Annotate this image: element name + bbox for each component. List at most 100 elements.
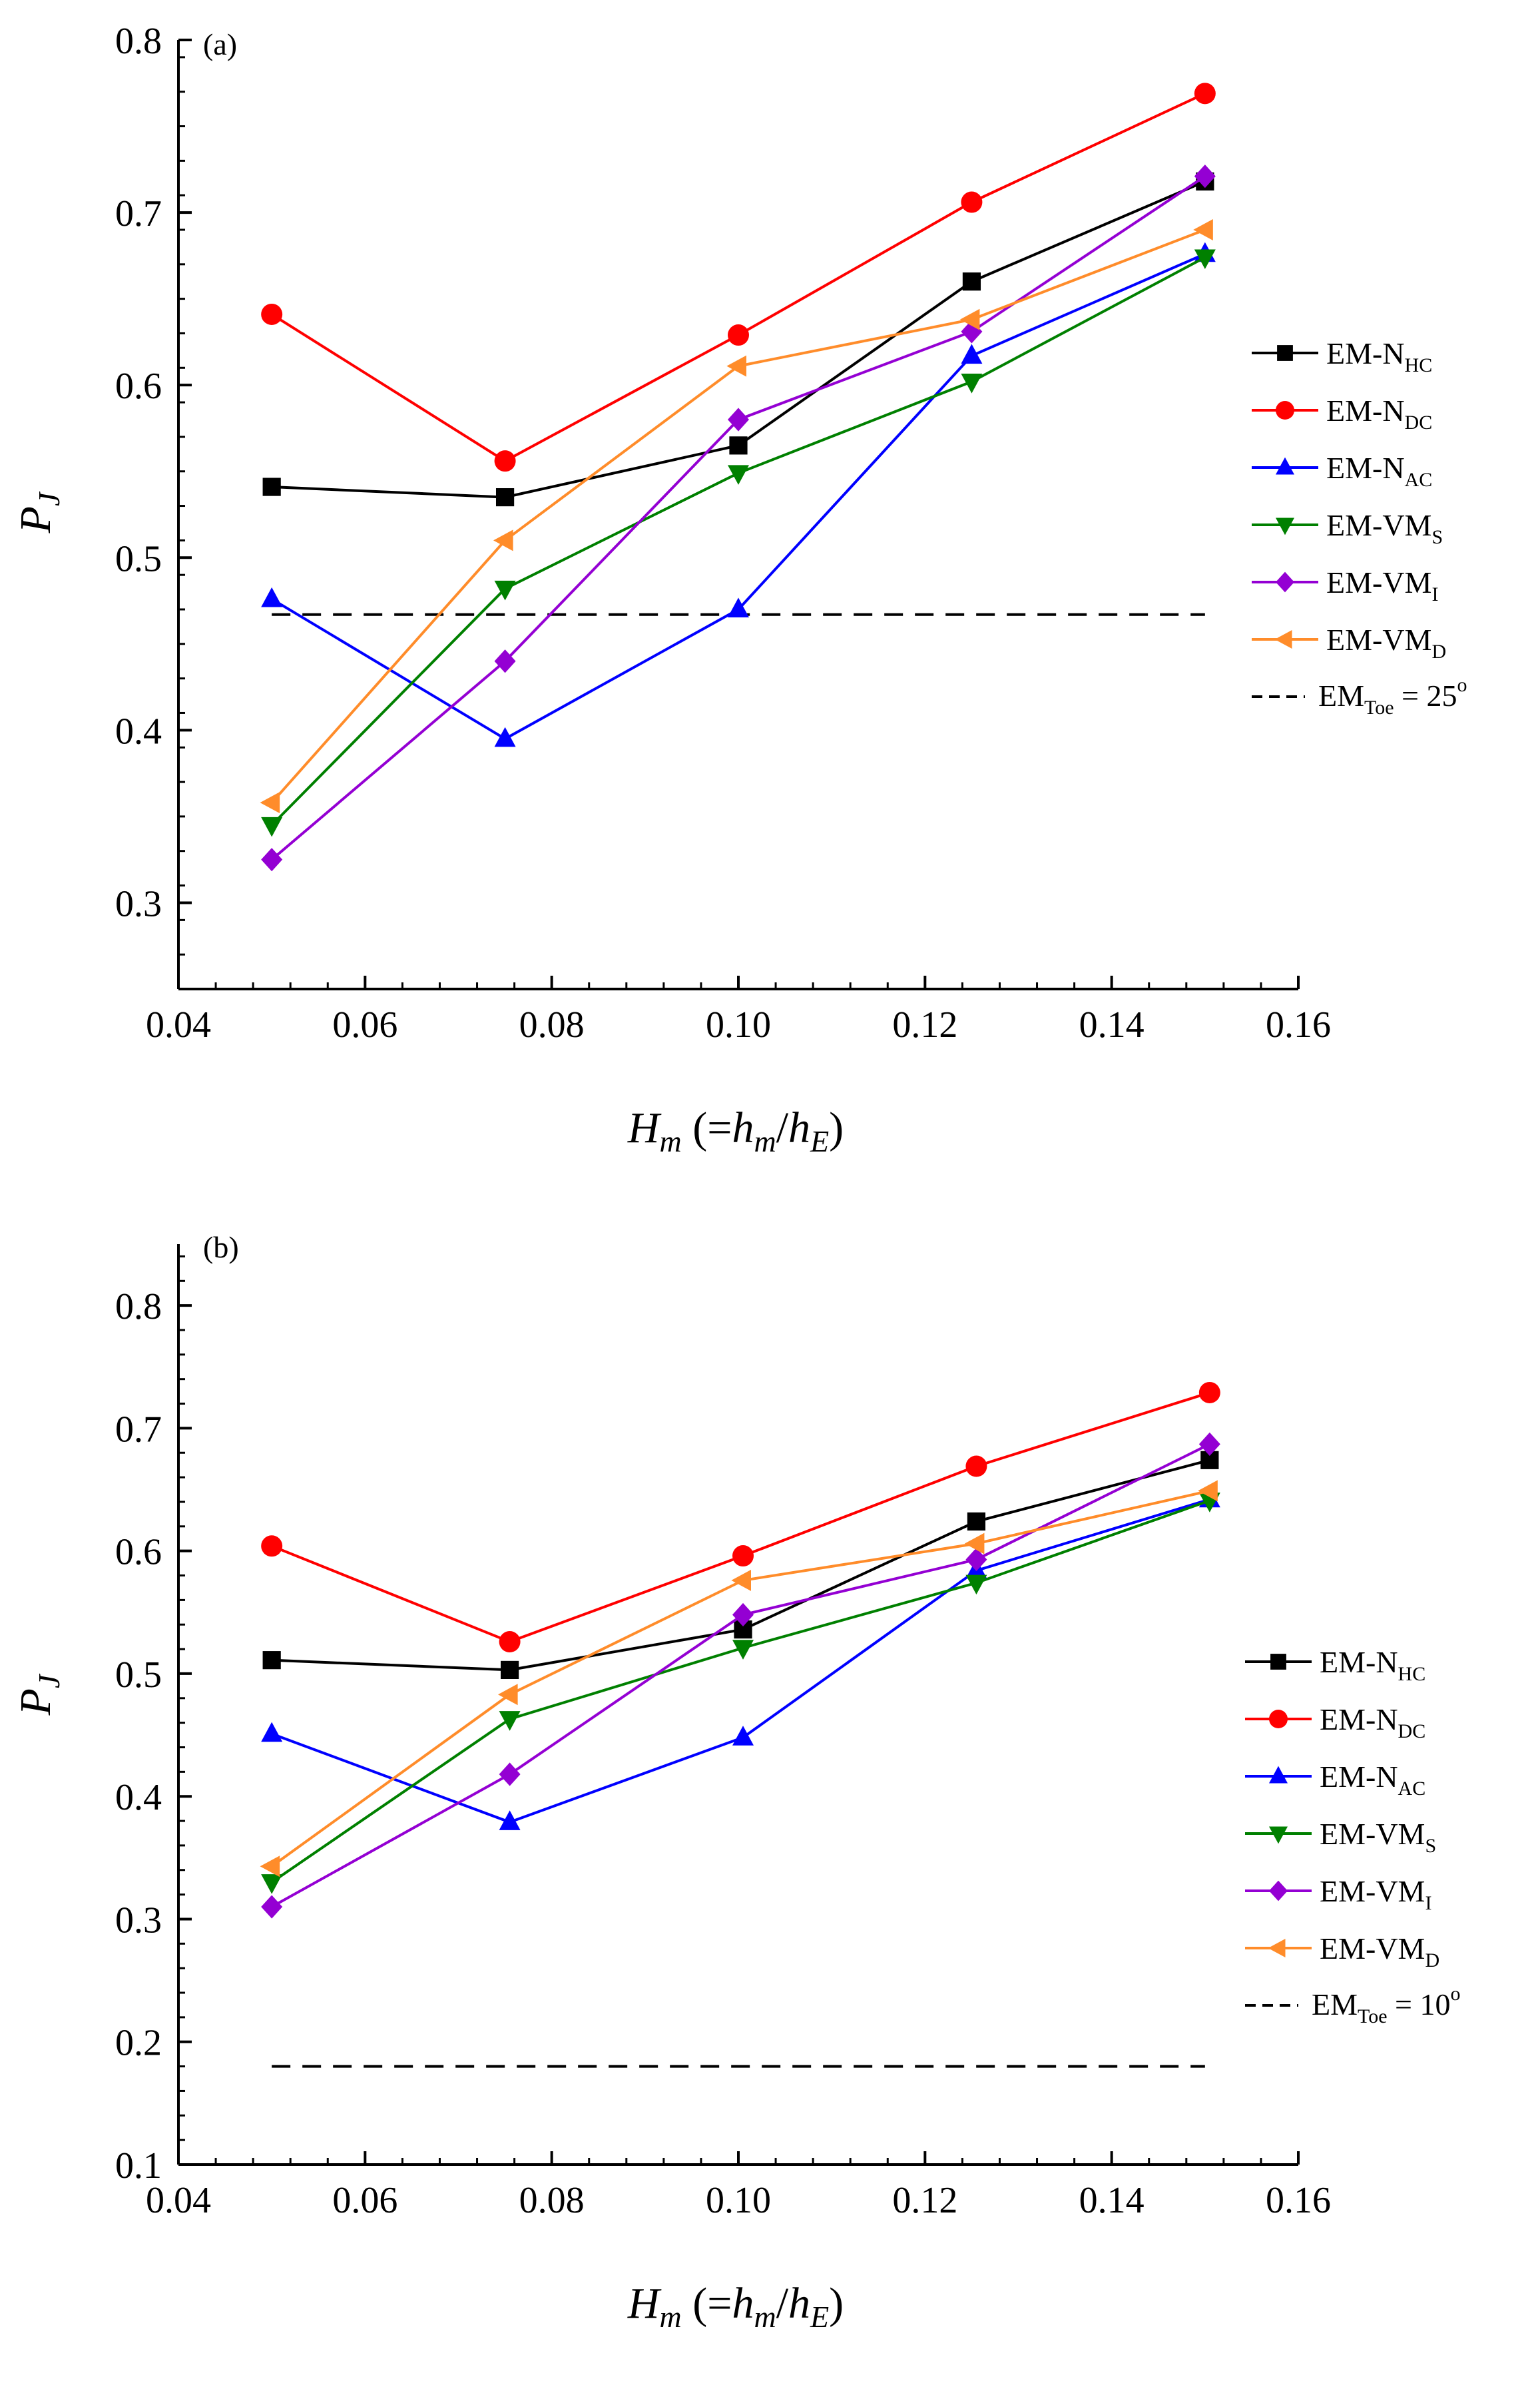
legend-marker — [1276, 457, 1294, 475]
data-point — [967, 1512, 986, 1531]
y-tick-label: 0.3 — [115, 1899, 162, 1941]
data-point — [261, 1874, 283, 1894]
data-point — [1194, 249, 1216, 270]
data-point — [728, 597, 749, 617]
legend-marker — [1269, 1880, 1288, 1901]
legend-item: EM-VMI — [1245, 1874, 1431, 1914]
legend: EM-NHC EM-NDC EM-NAC EM-VMS EM-VMI EM-VMD EMTo… — [1245, 1645, 1461, 2027]
legend-label: EMToe = 25o — [1318, 674, 1467, 719]
legend-marker — [1269, 1826, 1288, 1844]
data-point — [499, 1711, 521, 1731]
x-tick-label: 0.06 — [332, 2180, 397, 2221]
data-point — [494, 450, 516, 472]
legend-marker — [1277, 345, 1293, 361]
y-tick-label: 0.8 — [115, 1286, 162, 1327]
y-tick-label: 0.6 — [115, 366, 162, 407]
legend-item: EM-VMS — [1245, 1817, 1436, 1857]
series-EM-NAC — [261, 242, 1216, 747]
legend-marker — [1269, 1766, 1288, 1784]
series-line — [271, 1443, 1210, 1908]
legend-item: EM-VMI — [1252, 565, 1438, 605]
chart-panel-b: 0.04 0.06 0.08 0.10 0.12 0.14 0.16 0.1 0.2 0.3 0.4… — [11, 1230, 1461, 2334]
data-point — [261, 848, 283, 872]
data-point — [262, 478, 281, 496]
data-point — [959, 308, 980, 330]
data-point — [962, 272, 981, 291]
data-point — [260, 1856, 280, 1877]
data-point — [728, 324, 749, 346]
y-tick-label: 0.2 — [115, 2023, 162, 2064]
data-point — [1198, 1432, 1220, 1456]
panel-tag: (b) — [203, 1230, 239, 1264]
y-tick-label: 0.5 — [115, 538, 162, 579]
legend-label: EMToe = 10o — [1312, 1983, 1461, 2027]
x-tick-label: 0.16 — [1266, 1004, 1331, 1046]
legend-marker — [1274, 630, 1292, 649]
x-tick-label: 0.12 — [892, 2180, 957, 2221]
data-point — [729, 436, 748, 455]
legend-label: EM-VMI — [1320, 1874, 1431, 1914]
chart-panel-a: 0.04 0.06 0.08 0.10 0.12 0.14 0.16 0.3 0.4 0.5 0.6… — [11, 21, 1467, 1158]
y-tick-label: 0.6 — [115, 1532, 162, 1573]
y-tick-label: 0.4 — [115, 1777, 162, 1818]
legend-label: EM-NAC — [1320, 1760, 1425, 1800]
x-tick-label: 0.12 — [892, 1004, 957, 1046]
data-point — [732, 1602, 754, 1627]
data-point — [1198, 1480, 1218, 1502]
data-point — [493, 529, 513, 551]
y-tick-label: 0.5 — [115, 1654, 162, 1696]
data-point — [728, 408, 749, 432]
legend-label: EM-VMS — [1320, 1817, 1436, 1857]
legend-label: EM-NAC — [1326, 451, 1432, 491]
x-axis-title: Hm (=hm/hE) — [627, 1104, 844, 1158]
series-EM-VMD — [260, 1480, 1218, 1877]
data-point — [261, 1895, 283, 1919]
data-point — [728, 465, 749, 485]
series-line — [270, 175, 1206, 861]
data-point — [1198, 1381, 1220, 1403]
y-tick-label: 0.7 — [115, 193, 162, 234]
x-tick-label: 0.06 — [332, 1004, 397, 1046]
series-EM-NAC — [261, 1487, 1220, 1830]
x-tick-label: 0.10 — [706, 2180, 771, 2221]
series-EM-VMD — [260, 219, 1213, 814]
legend-label: EM-NDC — [1320, 1702, 1425, 1742]
y-axis-title: PJ — [11, 491, 66, 533]
legend-marker — [1270, 1654, 1286, 1670]
y-tick-label: 0.3 — [115, 883, 162, 924]
legend-item: EM-VMD — [1245, 1931, 1439, 1971]
series-EM-NHC — [262, 1451, 1219, 1680]
legend-item: EM-NAC — [1252, 451, 1432, 491]
y-tick-label: 0.1 — [115, 2145, 162, 2187]
data-point — [261, 303, 283, 325]
data-point — [1194, 83, 1216, 105]
legend-item: EM-NDC — [1252, 394, 1432, 434]
legend-label: EM-VMI — [1326, 565, 1438, 605]
series-line — [271, 92, 1206, 463]
legend-label: EM-NDC — [1326, 394, 1432, 434]
legend-marker — [1276, 401, 1294, 420]
data-point — [965, 1574, 987, 1595]
x-tick-label: 0.08 — [519, 1004, 585, 1046]
x-tick-label: 0.16 — [1266, 2180, 1331, 2221]
data-point — [494, 580, 516, 601]
legend-label: EM-VMD — [1326, 623, 1446, 663]
legend: EM-NHC EM-NDC EM-NAC EM-VMS EM-VMI EM-VMD EMTo… — [1252, 336, 1467, 719]
data-point — [961, 191, 983, 213]
data-point — [732, 1726, 754, 1746]
legend-label: EM-NHC — [1320, 1645, 1425, 1685]
legend-item: EM-NHC — [1252, 336, 1432, 376]
legend-item: EM-NDC — [1245, 1702, 1425, 1742]
data-point — [260, 792, 280, 814]
data-point — [965, 1547, 987, 1572]
data-point — [965, 1455, 987, 1477]
legend-marker — [1276, 517, 1294, 535]
legend-item: EM-NAC — [1245, 1760, 1425, 1800]
series-EM-VMI — [261, 165, 1216, 872]
panel-tag: (a) — [203, 27, 237, 61]
data-point — [1194, 165, 1216, 188]
x-tick-label: 0.10 — [706, 1004, 771, 1046]
data-point — [961, 374, 983, 394]
x-tick-label: 0.08 — [519, 2180, 585, 2221]
